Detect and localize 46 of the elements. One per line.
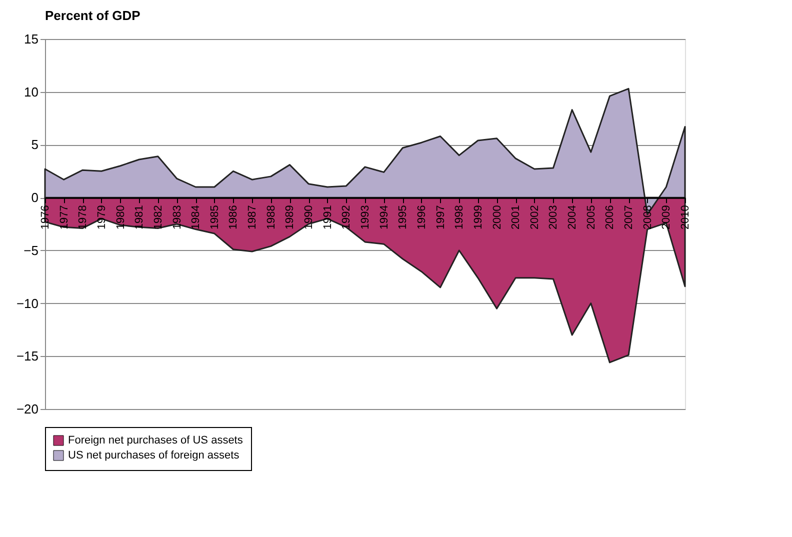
chart-title: Percent of GDP (45, 8, 141, 23)
x-tick-label: 1994 (378, 205, 390, 230)
x-tick-label: 1979 (96, 205, 108, 230)
x-tick-label: 2003 (548, 205, 560, 230)
x-tick-label: 1989 (284, 205, 296, 230)
x-tick-label: 1981 (134, 205, 146, 230)
y-tick-label: 5 (31, 137, 38, 152)
x-tick-label: 1986 (228, 205, 240, 230)
x-tick-label: 1990 (303, 205, 316, 230)
x-tick-label: 1984 (190, 205, 202, 230)
x-tick-label: 1983 (171, 205, 184, 230)
x-tick-label: 2009 (660, 205, 673, 230)
x-tick-label: 2004 (566, 205, 579, 230)
x-tick-label: 1980 (114, 205, 127, 230)
y-tick-label: −15 (16, 348, 38, 364)
x-tick-label: 1976 (40, 205, 52, 230)
y-tick-label: −20 (16, 402, 38, 416)
x-tick-label: 1996 (416, 205, 428, 230)
x-tick-label: 2002 (528, 205, 541, 230)
x-tick-label: 1991 (322, 205, 334, 230)
x-tick-label: 1977 (58, 205, 70, 230)
x-tick-label: 2007 (623, 205, 636, 230)
x-tick-label: 1998 (454, 205, 466, 230)
legend-label: US net purchases of foreign assets (68, 450, 240, 462)
x-tick-label: 2006 (604, 205, 616, 230)
x-tick-label: 1995 (397, 205, 410, 230)
legend-label: Foreign net purchases of US assets (68, 434, 244, 446)
x-tick-label: 1992 (340, 205, 353, 230)
x-tick-label: 2010 (680, 205, 692, 230)
x-tick-label: 2005 (585, 205, 598, 230)
x-tick-label: 1993 (360, 205, 372, 230)
x-tick-label: 1987 (246, 205, 259, 230)
x-tick-label: 1999 (472, 205, 484, 230)
y-tick-label: −5 (24, 242, 38, 258)
y-tick-label: 15 (24, 32, 38, 46)
y-tick-label: 0 (31, 190, 38, 206)
x-tick-label: 1982 (152, 205, 164, 230)
y-tick-label: 10 (24, 84, 38, 100)
x-tick-label: 1978 (77, 205, 90, 230)
x-tick-label: 1985 (208, 205, 221, 230)
x-tick-label: 1997 (434, 205, 447, 230)
x-tick-label: 2001 (510, 205, 522, 230)
x-tick-label: 2000 (491, 205, 504, 230)
y-tick-label: −10 (16, 296, 38, 311)
x-tick-label: 2008 (642, 205, 654, 230)
x-tick-label: 1988 (265, 205, 278, 230)
